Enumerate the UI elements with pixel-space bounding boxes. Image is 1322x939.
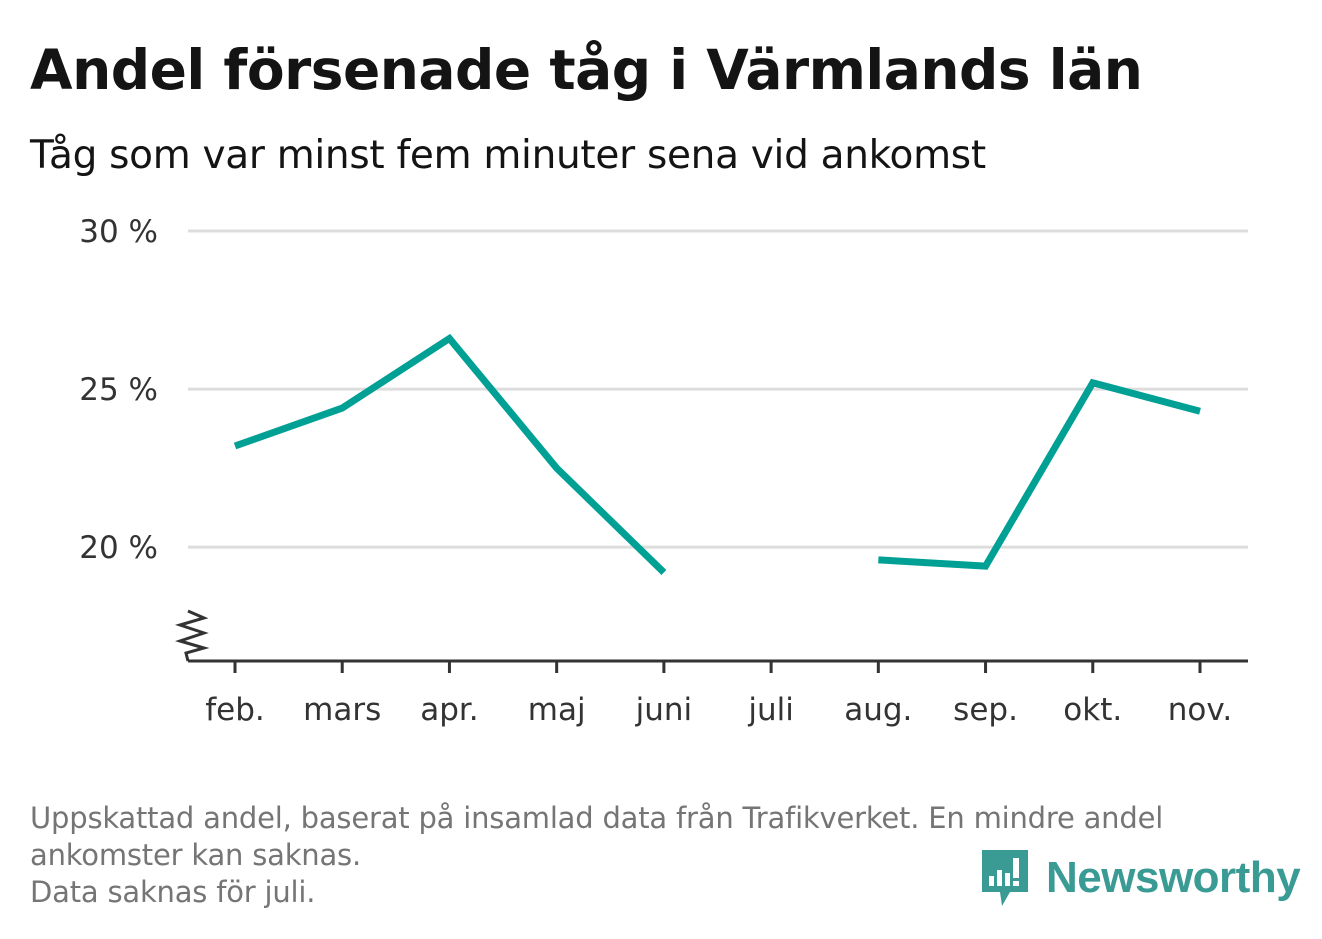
x-tick-label-4: juni [635, 692, 693, 728]
axis-break-icon [174, 609, 210, 662]
x-tick-label-5: juli [747, 692, 794, 728]
x-tick-label-1: mars [303, 692, 381, 728]
chart-title: Andel försenade tåg i Värmlands län [30, 38, 1143, 102]
series-0-line-segment-0 [233, 333, 667, 575]
y-tick-label-30: 30 % [79, 214, 158, 250]
x-axis [174, 609, 1248, 673]
x-tick-label-8: okt. [1063, 692, 1122, 728]
series-lines [233, 333, 1201, 575]
footnote-line-2: ankomster kan saknas. [30, 838, 361, 872]
footnote-line-1: Uppskattad andel, baserat på insamlad da… [30, 801, 1164, 835]
footnote-line-3: Data saknas för juli. [30, 875, 316, 909]
x-tick-label-0: feb. [205, 692, 265, 728]
y-tick-label-20: 20 % [79, 530, 158, 566]
brand-name: Newsworthy [1046, 853, 1301, 902]
x-tick-label-6: aug. [844, 692, 912, 728]
x-tick-label-9: nov. [1168, 692, 1232, 728]
x-axis-labels: feb. mars apr. maj juni juli aug. sep. okt. nov. [205, 692, 1232, 728]
gridlines [188, 229, 1248, 549]
x-tick-label-3: maj [528, 692, 586, 728]
footnote: Uppskattad andel, baserat på insamlad da… [30, 800, 1290, 911]
y-axis-labels: 20 % 25 % 30 % [79, 214, 158, 566]
chart-subtitle: Tåg som var minst fem minuter sena vid a… [30, 133, 986, 178]
brand-logo: Newsworthy [980, 848, 1301, 908]
x-tick-label-7: sep. [953, 692, 1018, 728]
line-chart: 20 % 25 % 30 % feb. mars apr. maj juni juli aug.… [79, 214, 1248, 728]
series-0-line-segment-1 [878, 378, 1201, 570]
x-tick-label-2: apr. [420, 692, 478, 728]
newsworthy-logo-icon [982, 850, 1028, 906]
y-tick-label-25: 25 % [79, 372, 158, 408]
